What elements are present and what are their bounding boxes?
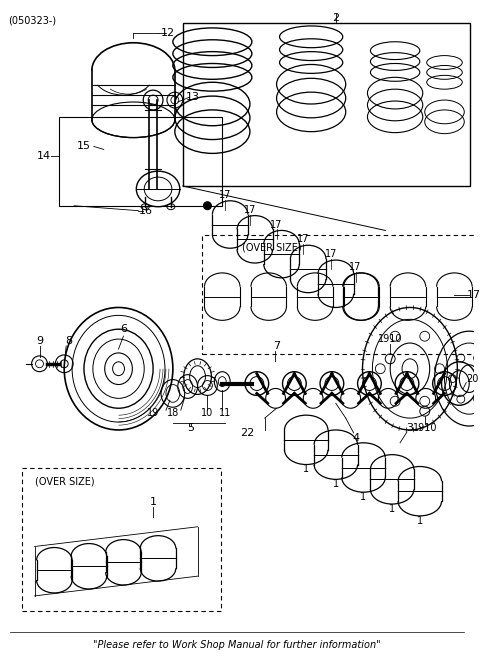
Text: 1910: 1910	[412, 423, 437, 433]
Text: 17: 17	[325, 249, 337, 259]
Bar	[59, 117, 222, 206]
Text: 19: 19	[147, 408, 159, 418]
Text: (OVER SIZE): (OVER SIZE)	[35, 476, 94, 486]
Text: 3: 3	[407, 423, 413, 433]
Text: "Please refer to Work Shop Manual for further information": "Please refer to Work Shop Manual for fu…	[93, 640, 381, 650]
Bar	[22, 468, 221, 611]
Text: 1: 1	[150, 497, 156, 507]
Text: 17: 17	[219, 190, 231, 200]
Bar	[183, 23, 470, 186]
Ellipse shape	[204, 202, 211, 210]
Text: 4: 4	[352, 433, 359, 443]
Text: 6: 6	[120, 324, 127, 334]
Text: 18: 18	[167, 408, 179, 418]
Text: 16: 16	[139, 206, 153, 216]
Bar	[203, 236, 480, 354]
Text: 22: 22	[240, 428, 254, 438]
Text: (OVER SIZE): (OVER SIZE)	[242, 242, 301, 253]
Text: 7: 7	[273, 341, 280, 351]
Text: 17: 17	[244, 205, 256, 215]
Text: 5: 5	[187, 423, 194, 433]
Text: 1: 1	[303, 464, 309, 474]
Text: 17: 17	[270, 220, 283, 230]
Text: (050323-): (050323-)	[8, 15, 56, 25]
Text: 1: 1	[333, 480, 339, 489]
Text: 1910: 1910	[378, 334, 402, 344]
Text: 2: 2	[332, 13, 339, 23]
Text: 11: 11	[219, 408, 231, 418]
Text: 8: 8	[66, 336, 72, 346]
Text: 12: 12	[161, 28, 175, 38]
Text: 9: 9	[36, 336, 43, 346]
Text: 10: 10	[201, 408, 214, 418]
Text: 20: 20	[466, 374, 479, 384]
Text: 14: 14	[37, 152, 51, 161]
Text: 17: 17	[297, 234, 310, 244]
Text: 15: 15	[77, 142, 91, 152]
Text: 1: 1	[389, 504, 395, 514]
Text: 13: 13	[186, 92, 200, 102]
Text: 17: 17	[467, 290, 480, 300]
Text: 1: 1	[360, 492, 367, 502]
Text: 1: 1	[417, 516, 423, 526]
Text: 17: 17	[349, 262, 362, 272]
